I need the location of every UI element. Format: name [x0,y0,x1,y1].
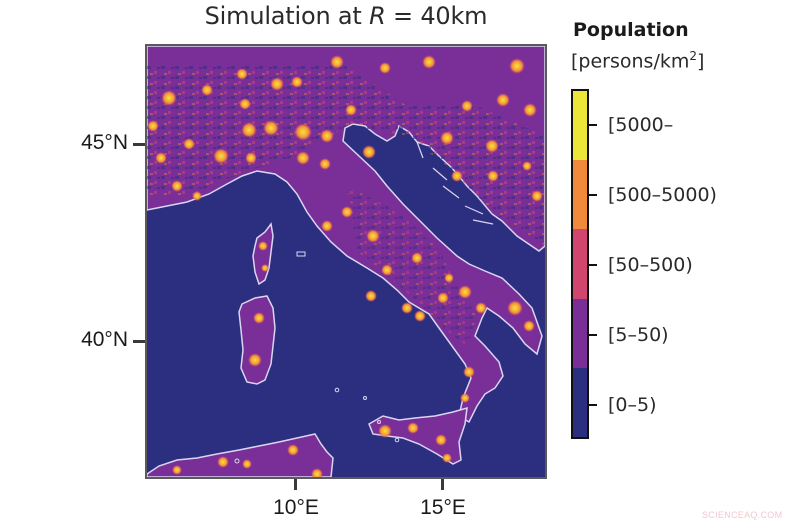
x-tick-label-15e: 15°E [420,496,466,519]
colorbar-tick [589,124,597,126]
legend-unit-superscript: 2 [689,49,697,63]
legend-unit-close: ] [697,50,705,73]
legend-unit: [persons/km2] [571,49,704,72]
colorbar-tick [589,334,597,336]
y-tick-40n [133,340,145,343]
colorbar-segment-0-5 [573,367,587,438]
title-suffix: = 40km [385,2,488,30]
city-hotspots [147,55,543,477]
land-sardinia [238,295,276,385]
land-north-africa [147,433,334,477]
adriatic-islands [416,141,494,225]
y-tick-45n [133,143,145,146]
colorbar-label-5000-plus: [5000– [608,114,674,136]
x-tick-label-10e: 10°E [273,496,319,519]
title-prefix: Simulation at [204,2,370,30]
y-tick-label-45n: 45°N [81,131,128,154]
y-tick-label-40n: 40°N [81,328,128,351]
x-tick-15e [441,479,444,490]
colorbar-segment-5000-plus [573,91,587,161]
x-tick-10e [294,479,297,490]
colorbar-label-50-500: [50–500) [608,254,693,276]
colorbar-segment-50-500 [573,229,587,299]
small-islands [234,251,400,464]
legend-unit-text: [persons/km [571,50,690,73]
chart-title: Simulation at R = 40km [145,2,547,30]
population-map [145,44,547,479]
colorbar-tick [589,404,597,406]
legend-title: Population [573,19,689,41]
colorbar-tick [589,264,597,266]
colorbar-label-0-5: [0–5) [608,394,657,416]
map-svg [147,46,545,477]
colorbar [571,89,589,439]
colorbar-label-5-50: [5–50) [608,324,669,346]
title-variable: R [369,2,386,30]
colorbar-tick [589,194,597,196]
watermark: SCIENCEAQ.COM [702,510,783,520]
colorbar-label-500-5000: [500–5000) [608,184,717,206]
land-sicily [368,406,468,465]
colorbar-segment-5-50 [573,298,587,368]
colorbar-segment-500-5000 [573,160,587,230]
